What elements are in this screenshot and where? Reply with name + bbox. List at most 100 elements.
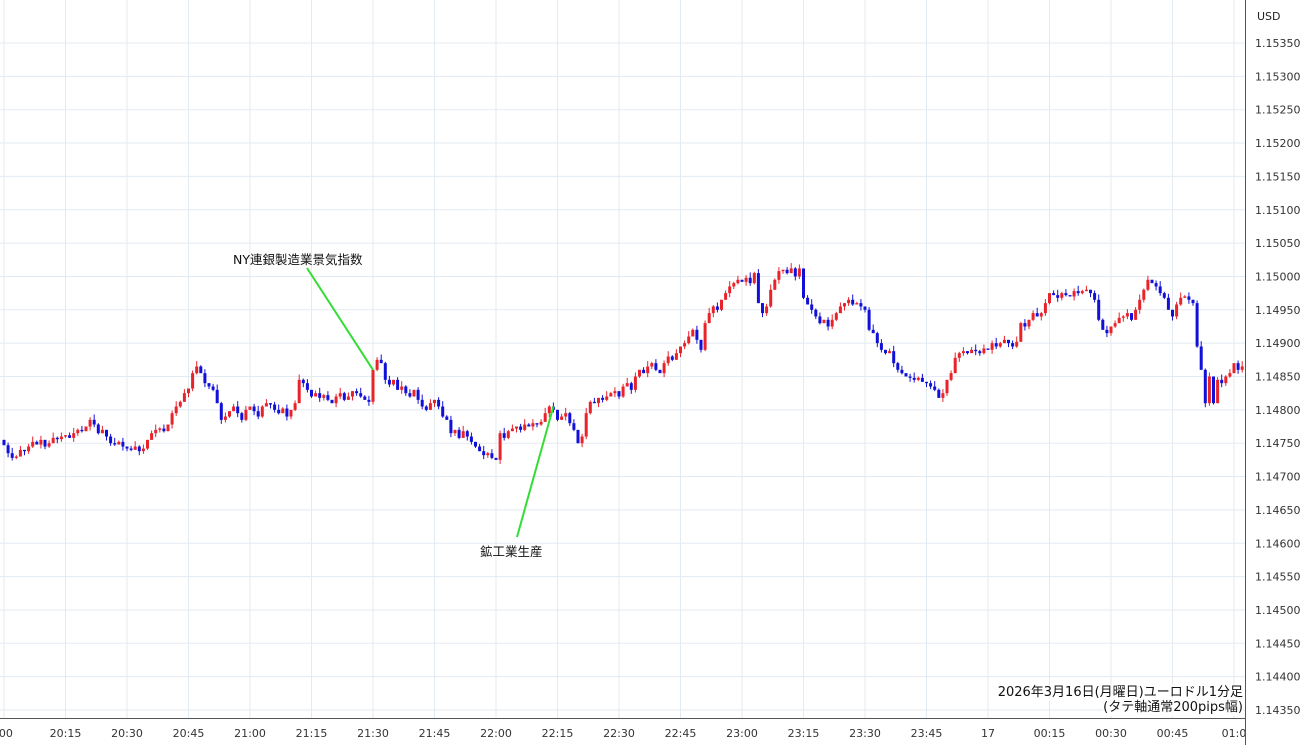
candle-down xyxy=(1220,379,1224,384)
candle-down xyxy=(396,379,400,390)
candle-down xyxy=(1154,283,1158,287)
candle-up xyxy=(1134,309,1138,320)
candle-down xyxy=(437,399,441,407)
candle-down xyxy=(851,299,855,305)
candle-up xyxy=(679,346,682,354)
candle-down xyxy=(285,408,289,417)
candle-down xyxy=(556,409,559,420)
candle-down xyxy=(1166,297,1170,310)
candle-down xyxy=(449,419,453,434)
candle-up xyxy=(100,429,104,434)
candle-up xyxy=(166,424,170,432)
candle-down xyxy=(215,389,219,404)
candle-up xyxy=(51,437,55,444)
candle-down xyxy=(699,339,703,350)
candle-down xyxy=(654,363,658,370)
y-tick-label: 1.14700 xyxy=(1255,471,1300,484)
candle-up xyxy=(248,406,252,410)
candle-down xyxy=(806,297,810,305)
x-tick-label: 00:30 xyxy=(1095,727,1127,740)
candle-up xyxy=(412,389,416,397)
candle-down xyxy=(875,333,879,344)
y-tick-label: 1.15050 xyxy=(1255,237,1300,250)
candle-down xyxy=(2,439,6,446)
annotation-lines xyxy=(306,267,555,538)
candle-down xyxy=(900,369,904,374)
candle-down xyxy=(162,428,166,432)
candle-up xyxy=(84,426,88,432)
candle-up xyxy=(982,348,986,354)
candle-up xyxy=(736,279,740,284)
grid xyxy=(0,0,1245,718)
candle-down xyxy=(859,303,863,307)
candle-up xyxy=(334,396,338,404)
candle-down xyxy=(1068,295,1072,297)
currency-label: USD xyxy=(1257,10,1281,23)
y-tick-label: 1.15350 xyxy=(1255,37,1300,50)
candle-down xyxy=(383,363,387,380)
candle-down xyxy=(363,396,367,400)
candle-down xyxy=(55,437,59,440)
candle-up xyxy=(428,403,432,410)
candle-down xyxy=(43,439,47,447)
candle-down xyxy=(129,448,133,450)
annotation-pointer-line xyxy=(516,406,555,538)
candle-up xyxy=(543,413,547,422)
candle-up xyxy=(945,379,949,394)
candle-down xyxy=(867,309,871,330)
candle-up xyxy=(1138,299,1142,310)
candle-up xyxy=(1228,373,1232,377)
x-tick-label: 00:45 xyxy=(1157,727,1189,740)
candle-down xyxy=(277,409,281,414)
candle-up xyxy=(289,409,293,417)
y-axis-labels: 1.15350 1.15300 1.15250 1.15200 1.15150 1.151… xyxy=(1255,37,1300,717)
candle-up xyxy=(498,433,502,460)
candle-up xyxy=(486,453,490,456)
candle-down xyxy=(929,383,933,387)
candle-up xyxy=(178,401,182,407)
candle-up xyxy=(18,449,22,457)
candle-down xyxy=(670,356,674,360)
candle-up xyxy=(1121,316,1125,318)
candle-up xyxy=(662,363,666,374)
candle-up xyxy=(674,353,678,360)
candle-up xyxy=(666,356,670,364)
y-tick-label: 1.14450 xyxy=(1255,637,1300,650)
candle-down xyxy=(465,431,469,437)
candle-up xyxy=(539,421,543,425)
candle-up xyxy=(400,386,404,390)
candle-down xyxy=(1035,313,1039,317)
candle-up xyxy=(392,379,395,385)
candle-down xyxy=(105,429,108,437)
candle-down xyxy=(871,329,875,334)
candle-up xyxy=(838,306,842,314)
chart-caption-subtitle: (タテ軸通常200pips幅) xyxy=(1103,700,1243,716)
x-tick-label: 20:15 xyxy=(50,727,82,740)
candle-up xyxy=(765,306,769,314)
candle-up xyxy=(187,388,190,394)
candle-up xyxy=(888,351,892,354)
candle-down xyxy=(535,423,539,425)
candle-down xyxy=(695,329,699,340)
candle-down xyxy=(920,377,924,382)
candle-up xyxy=(547,406,551,414)
candle-up xyxy=(830,319,834,327)
candle-down xyxy=(240,413,244,420)
candle-up xyxy=(970,349,974,354)
candle-down xyxy=(68,435,72,438)
candle-up xyxy=(1240,366,1244,370)
candle-down xyxy=(896,363,900,370)
candle-down xyxy=(1056,295,1060,298)
x-tick-label: :00 xyxy=(0,727,13,740)
candle-up xyxy=(228,411,231,417)
candle-up xyxy=(732,283,736,287)
candle-up xyxy=(650,363,654,367)
x-tick-label: 23:30 xyxy=(849,727,881,740)
candle-up xyxy=(64,435,67,437)
candle-down xyxy=(986,348,990,350)
candle-down xyxy=(207,383,211,387)
candle-down xyxy=(937,389,941,398)
candle-down xyxy=(814,309,818,317)
candle-down xyxy=(912,377,916,380)
candle-down xyxy=(256,411,260,417)
